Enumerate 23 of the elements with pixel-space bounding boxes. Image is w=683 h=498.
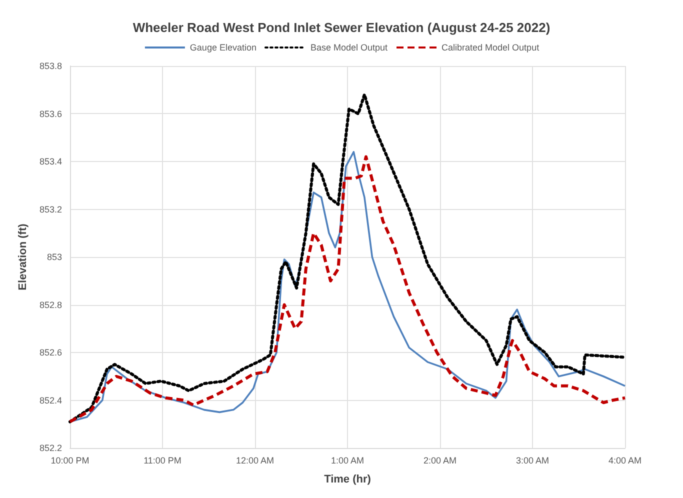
y-tick-label: 853.4 <box>39 156 62 166</box>
x-tick-label: 1:00 AM <box>330 456 364 466</box>
y-tick-label: 852.4 <box>39 395 62 406</box>
x-tick-label: 11:00 PM <box>144 456 182 466</box>
y-tick-label: 853.8 <box>39 61 62 71</box>
y-tick-label: 853 <box>46 252 62 262</box>
chart-title: Wheeler Road West Pond Inlet Sewer Elevation (August 24-25 2022) <box>132 20 550 35</box>
y-axis-title: Elevation (ft) <box>17 223 30 290</box>
y-tick-label: 853.6 <box>39 108 62 119</box>
line-series <box>68 93 626 424</box>
x-tick-label: 12:00 AM <box>236 456 274 466</box>
x-tick-label: 4:00 AM <box>608 456 642 466</box>
y-tick-label: 852.8 <box>39 300 62 310</box>
legend-label: Gauge Elevation <box>190 42 256 52</box>
legend-label: Base Model Output <box>310 42 388 52</box>
x-tick-label: 2:00 AM <box>423 456 457 466</box>
legend-label: Calibrated Model Output <box>442 42 540 52</box>
x-tick-label: 3:00 AM <box>516 456 550 466</box>
y-tick-label: 852.2 <box>39 443 62 453</box>
y-tick-label: 853.2 <box>39 204 62 214</box>
y-tick-label: 852.6 <box>39 348 62 358</box>
x-tick-label: 10:00 PM <box>50 456 90 466</box>
x-axis-title: Time (hr) <box>324 474 372 486</box>
